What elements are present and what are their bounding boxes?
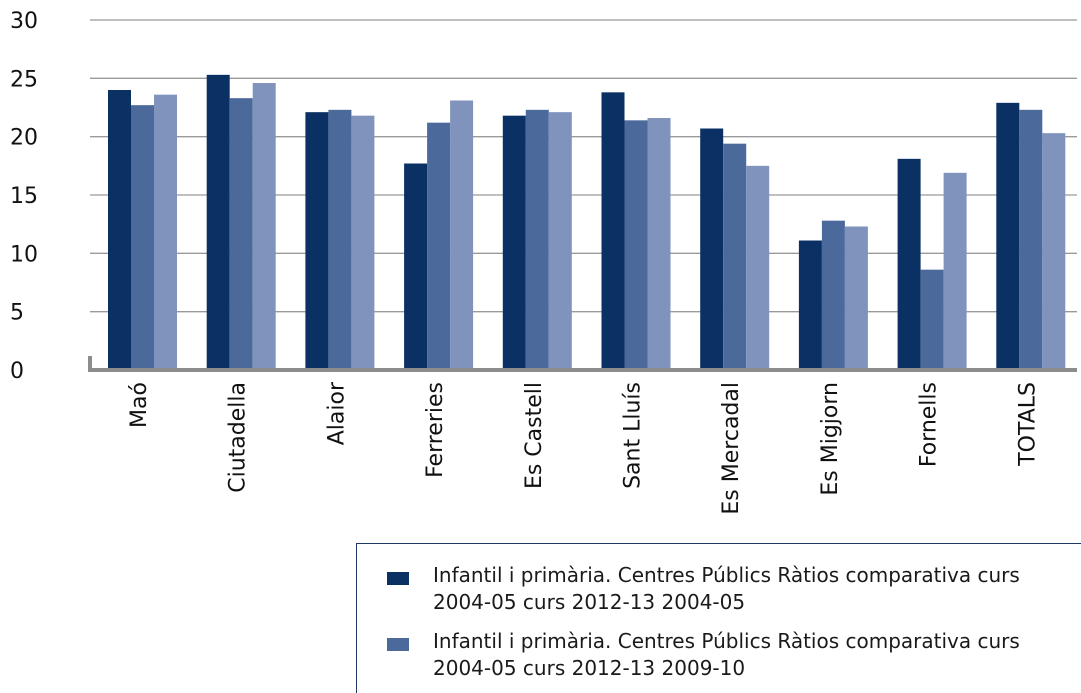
bar <box>798 240 822 370</box>
y-tick-label: 15 <box>10 184 38 209</box>
bar <box>723 143 747 370</box>
x-axis <box>88 356 1077 372</box>
bar <box>700 128 724 370</box>
legend-item-2009-10: Infantil i primària. Centres Públics Ràt… <box>387 628 1081 682</box>
bar <box>305 112 329 371</box>
x-tick-label: Ciutadella <box>226 382 251 493</box>
legend-label-2009-10: Infantil i primària. Centres Públics Ràt… <box>433 629 1020 680</box>
bar <box>897 158 921 370</box>
bar <box>427 122 451 371</box>
bars <box>108 74 1066 371</box>
bar <box>328 109 352 370</box>
bar <box>252 83 276 370</box>
y-tick-label: 0 <box>10 359 24 384</box>
legend-swatch-2009-10 <box>387 638 409 651</box>
bar-chart: 0 5 10 15 20 25 30 Maó Ciutadella Alaior Ferrerie… <box>10 9 1077 515</box>
bar <box>229 98 253 371</box>
bar <box>502 115 526 371</box>
bar <box>746 165 770 370</box>
y-tick-label: 25 <box>10 67 38 92</box>
legend-swatch-2004-05 <box>387 572 409 585</box>
bar <box>154 94 177 371</box>
legend-label-2004-05: Infantil i primària. Centres Públics Ràt… <box>433 563 1020 614</box>
bar <box>131 105 154 371</box>
bar <box>647 118 671 370</box>
x-tick-label: Ferreries <box>423 382 448 478</box>
x-tick-label: Fornells <box>917 382 942 467</box>
bar <box>351 115 375 371</box>
x-tick-label: TOTALS <box>1015 382 1040 467</box>
x-tick-label: Es Mercadal <box>719 382 744 515</box>
y-tick-label: 20 <box>10 126 38 151</box>
y-axis-ticks: 0 5 10 15 20 25 30 <box>10 9 38 384</box>
bar <box>108 90 131 370</box>
bar <box>1019 109 1043 370</box>
y-tick-label: 10 <box>10 242 38 267</box>
x-tick-label: Alaior <box>324 381 349 445</box>
bar <box>943 172 967 370</box>
bar <box>1042 133 1066 370</box>
legend: Infantil i primària. Centres Públics Ràt… <box>356 543 1081 693</box>
bar <box>844 226 868 370</box>
bar <box>450 100 474 370</box>
bar <box>525 109 549 370</box>
bar <box>601 92 625 370</box>
x-tick-label: Maó <box>127 382 152 428</box>
legend-item-2004-05: Infantil i primària. Centres Públics Ràt… <box>387 562 1081 616</box>
x-tick-label: Sant Lluís <box>621 382 646 489</box>
bar <box>920 269 944 370</box>
y-tick-label: 5 <box>10 301 24 326</box>
bar <box>821 220 845 370</box>
x-tick-label: Es Migjorn <box>818 382 843 496</box>
bar <box>404 163 428 370</box>
bar <box>206 74 230 370</box>
x-tick-label: Es Castell <box>522 382 547 489</box>
y-tick-label: 30 <box>10 9 38 34</box>
x-axis-labels: Maó Ciutadella Alaior Ferreries Es Castell Sa… <box>127 381 1040 515</box>
bar <box>996 102 1020 370</box>
bar <box>624 120 648 370</box>
bar <box>548 112 572 371</box>
